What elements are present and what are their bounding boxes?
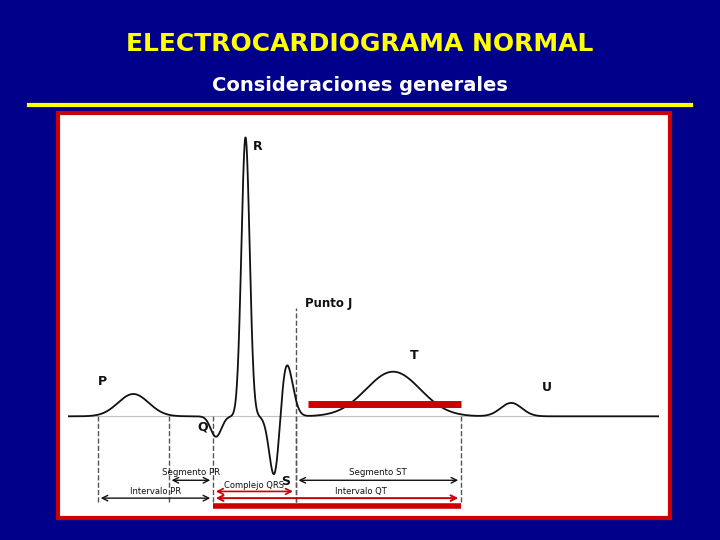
- Bar: [58, 113, 670, 518]
- Text: Q: Q: [197, 421, 208, 434]
- Text: S: S: [281, 475, 290, 488]
- Text: U: U: [542, 381, 552, 394]
- Text: P: P: [98, 375, 107, 388]
- Text: T: T: [410, 349, 418, 362]
- Text: ELECTROCARDIOGRAMA NORMAL: ELECTROCARDIOGRAMA NORMAL: [126, 32, 594, 56]
- Text: Segmento ST: Segmento ST: [349, 468, 408, 477]
- Text: Punto J: Punto J: [305, 296, 352, 309]
- Text: Consideraciones generales: Consideraciones generales: [212, 76, 508, 94]
- Text: Complejo QRS: Complejo QRS: [225, 481, 284, 490]
- Text: Segmento PR: Segmento PR: [162, 468, 220, 477]
- Text: Intervalo QT: Intervalo QT: [335, 487, 387, 496]
- Text: R: R: [253, 140, 262, 153]
- Text: Intervalo PR: Intervalo PR: [130, 487, 181, 496]
